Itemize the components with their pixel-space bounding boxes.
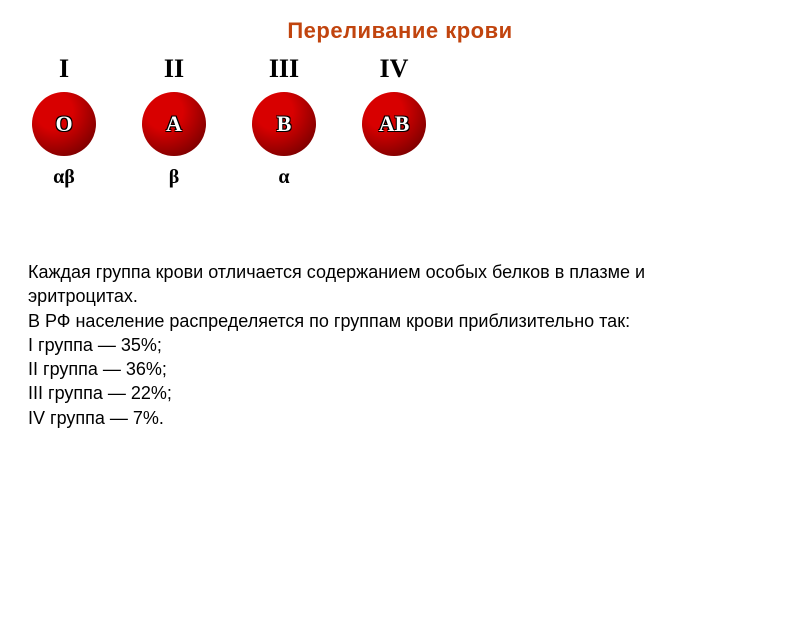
greek-label: β: [169, 166, 180, 190]
greek-label: αβ: [53, 166, 75, 190]
roman-label: II: [164, 54, 184, 84]
page-title: Переливание крови: [0, 18, 800, 44]
blood-circle: AB: [362, 92, 426, 156]
body-line: I группа — 35%;: [28, 333, 800, 357]
blood-groups-row: I O αβ II A β III B α IV AB: [28, 54, 800, 190]
greek-label: α: [278, 166, 289, 190]
group-col-4: IV AB: [358, 54, 430, 190]
body-line: III группа — 22%;: [28, 381, 800, 405]
body-line: II группа — 36%;: [28, 357, 800, 381]
body-line: IV группа — 7%.: [28, 406, 800, 430]
roman-label: IV: [380, 54, 409, 84]
body-line: В РФ население распределяется по группам…: [28, 309, 800, 333]
body-line: эритроцитах.: [28, 284, 800, 308]
group-col-2: II A β: [138, 54, 210, 190]
body-line: Каждая группа крови отличается содержани…: [28, 260, 800, 284]
blood-circle: A: [142, 92, 206, 156]
roman-label: I: [59, 54, 69, 84]
blood-circle: O: [32, 92, 96, 156]
group-col-3: III B α: [248, 54, 320, 190]
blood-circle: B: [252, 92, 316, 156]
body-text-block: Каждая группа крови отличается содержани…: [28, 260, 800, 430]
group-col-1: I O αβ: [28, 54, 100, 190]
roman-label: III: [269, 54, 299, 84]
